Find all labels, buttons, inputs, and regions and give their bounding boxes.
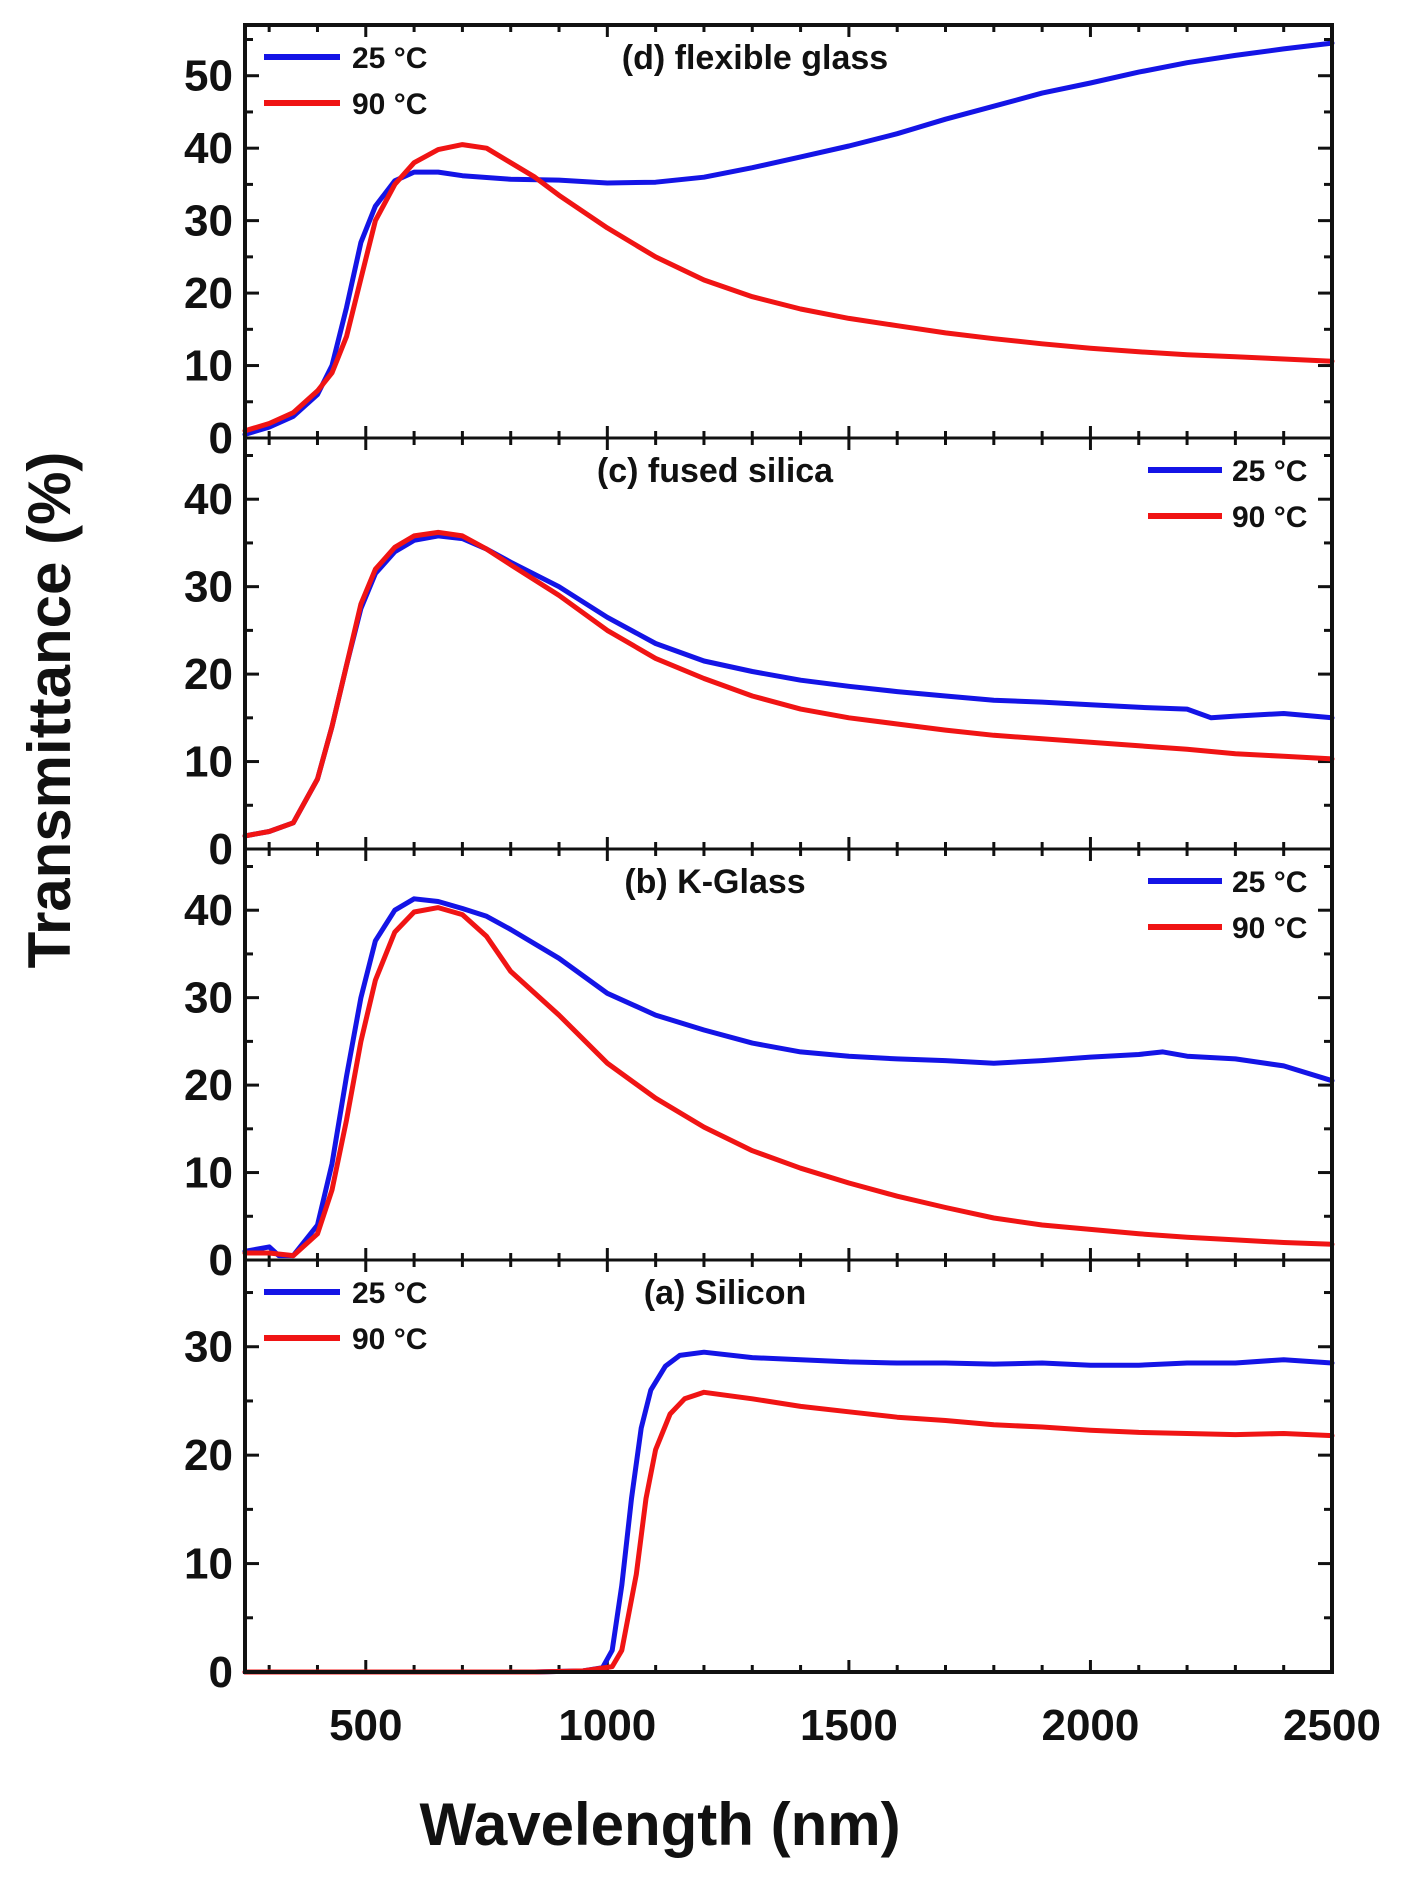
legend-label-25: 25 °C: [352, 42, 427, 75]
y-tick-label: 0: [209, 1648, 233, 1697]
y-tick-label: 20: [184, 269, 233, 318]
x-tick-label: 2500: [1283, 1701, 1381, 1750]
series-line-d-90: [242, 142, 1335, 434]
y-tick-label: 20: [184, 1431, 233, 1480]
x-tick-label: 2000: [1041, 1701, 1139, 1750]
x-tick-label: 500: [329, 1701, 402, 1750]
y-tick-label: 20: [184, 1061, 233, 1110]
y-axis-title: Transmittance (%): [16, 452, 83, 969]
x-tick-label: 1500: [800, 1701, 898, 1750]
y-tick-label: 0: [209, 825, 233, 874]
series-line-a-25: [242, 1349, 1335, 1675]
y-tick-label: 10: [184, 738, 233, 787]
y-tick-label: 30: [184, 197, 233, 246]
y-tick-label: 30: [184, 974, 233, 1023]
legend-label-25: 25 °C: [1232, 866, 1307, 899]
y-tick-label: 40: [184, 886, 233, 935]
y-tick-label: 40: [184, 475, 233, 524]
panel-title-b: (b) K-Glass: [624, 863, 805, 901]
legend-label-90: 90 °C: [1232, 501, 1307, 534]
series-line-a-90: [242, 1389, 1335, 1675]
panel-a: 0 10 20 30 (a) Silicon 25 °C 90 °C: [184, 1258, 1335, 1697]
legend-label-90: 90 °C: [1232, 912, 1307, 945]
series-line-d-25: [242, 40, 1335, 437]
panel-title-c: (c) fused silica: [597, 452, 834, 490]
y-tick-label: 30: [184, 1323, 233, 1372]
y-tick-label: 10: [184, 1540, 233, 1589]
legend-label-25: 25 °C: [1232, 455, 1307, 488]
plot-frame: [243, 23, 1334, 1674]
y-tick-label: 40: [184, 124, 233, 173]
x-tick-label: 1000: [558, 1701, 656, 1750]
y-tick-label: 50: [184, 52, 233, 101]
y-tick-label: 20: [184, 650, 233, 699]
legend-label-90: 90 °C: [352, 1323, 427, 1356]
y-tick-label: 0: [209, 414, 233, 463]
panel-title-a: (a) Silicon: [644, 1274, 806, 1312]
y-tick-label: 10: [184, 1149, 233, 1198]
series-line-c-90: [242, 529, 1335, 839]
y-tick-label: 30: [184, 563, 233, 612]
x-axis-title: Wavelength (nm): [419, 1791, 900, 1858]
series-line-b-90: [242, 905, 1335, 1259]
y-tick-label: 10: [184, 342, 233, 391]
panel-c: 0 10 20 30 40 (c) fused silica 25 °C 90 °C: [184, 436, 1335, 874]
series-line-b-25: [242, 896, 1335, 1259]
panel-d: 0 10 20 30 40 50 (d) flexible glass 25 °C 90 °C: [184, 25, 1335, 463]
legend-label-90: 90 °C: [352, 88, 427, 121]
x-axis: 500 1000 1500 2000 2500: [329, 1701, 1381, 1750]
y-tick-label: 0: [209, 1236, 233, 1285]
legend-label-25: 25 °C: [352, 1277, 427, 1310]
panel-title-d: (d) flexible glass: [622, 39, 888, 77]
